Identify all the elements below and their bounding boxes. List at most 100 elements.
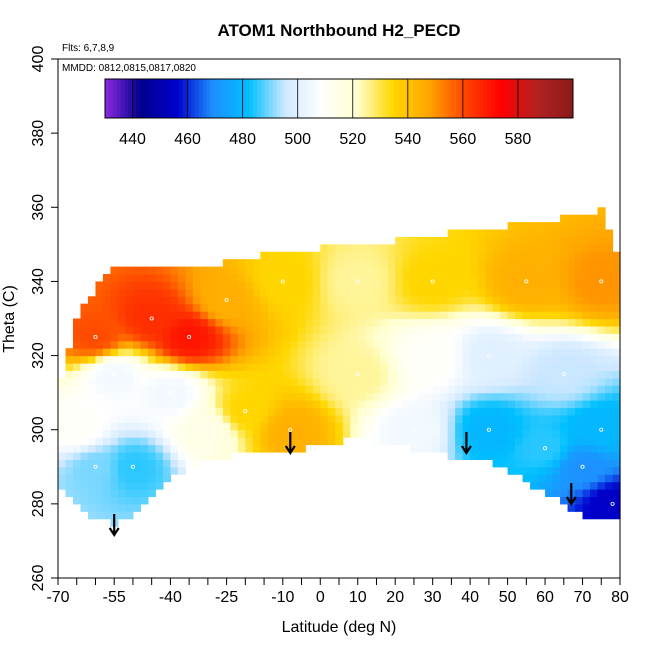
heatmap-cell	[95, 437, 104, 446]
heatmap-cell	[147, 400, 157, 409]
colorbar-swatch	[553, 79, 558, 118]
heatmap-cell	[357, 311, 366, 320]
heatmap-cell	[515, 333, 524, 342]
heatmap-cell	[560, 407, 569, 416]
heatmap-cell	[485, 325, 494, 334]
colorbar-swatch	[112, 79, 118, 118]
heatmap-cell	[177, 348, 186, 357]
colorbar-swatch	[381, 79, 387, 118]
heatmap-cell	[537, 377, 546, 386]
heatmap-cell	[380, 259, 389, 268]
heatmap-cell	[342, 400, 351, 409]
heatmap-cell	[395, 311, 404, 320]
heatmap-cell	[252, 325, 261, 334]
heatmap-cell	[222, 437, 231, 446]
heatmap-cell	[320, 266, 329, 275]
heatmap-cell	[590, 251, 599, 260]
heatmap-cell	[95, 362, 104, 371]
heatmap-cell	[192, 296, 201, 305]
heatmap-cell	[80, 318, 89, 327]
heatmap-cell	[350, 400, 359, 409]
heatmap-cell	[170, 392, 179, 401]
heatmap-cell	[590, 318, 599, 327]
heatmap-cell	[455, 400, 464, 409]
heatmap-cell	[200, 340, 209, 349]
heatmap-cell	[312, 340, 321, 349]
heatmap-cell	[162, 333, 171, 342]
heatmap-cell	[485, 340, 494, 349]
heatmap-cell	[177, 370, 186, 379]
heatmap-cell	[597, 362, 606, 371]
heatmap-cell	[537, 281, 546, 290]
heatmap-cell	[342, 251, 351, 260]
heatmap-cell	[132, 481, 142, 490]
heatmap-cell	[492, 244, 501, 253]
heatmap-cell	[65, 437, 74, 446]
x-tick-label: 10	[349, 589, 367, 606]
heatmap-cell	[530, 229, 539, 238]
heatmap-cell	[162, 437, 171, 446]
heatmap-cell	[260, 348, 269, 357]
heatmap-cell	[500, 244, 509, 253]
heatmap-cell	[597, 377, 606, 386]
heatmap-cell	[530, 340, 539, 349]
colorbar-swatch	[128, 79, 133, 118]
heatmap-cell	[590, 392, 599, 401]
heatmap-cell	[297, 362, 306, 371]
heatmap-cell	[612, 266, 621, 275]
heatmap-cell	[80, 348, 89, 357]
heatmap-cell	[297, 444, 306, 453]
heatmap-cell	[515, 414, 524, 423]
heatmap-cell	[260, 370, 269, 379]
heatmap-cell	[537, 407, 546, 416]
heatmap-cell	[522, 414, 531, 423]
heatmap-cell	[58, 400, 67, 409]
colorbar-swatch	[284, 79, 289, 118]
heatmap-cell	[507, 222, 516, 231]
heatmap-cell	[522, 236, 531, 245]
heatmap-cell	[252, 296, 261, 305]
heatmap-cell	[200, 437, 209, 446]
heatmap-cell	[522, 400, 531, 409]
heatmap-cell	[192, 385, 201, 394]
heatmap-cell	[320, 362, 329, 371]
heatmap-cell	[252, 348, 261, 357]
heatmap-cell	[605, 422, 614, 431]
heatmap-cell	[125, 266, 134, 275]
heatmap-cell	[590, 400, 599, 409]
heatmap-cell	[275, 311, 284, 320]
heatmap-cell	[125, 281, 134, 290]
heatmap-cell	[132, 340, 142, 349]
heatmap-cell	[552, 451, 561, 460]
heatmap-cell	[132, 377, 142, 386]
colorbar-swatch	[327, 79, 332, 118]
sample-point	[280, 279, 285, 284]
heatmap-cell	[147, 266, 157, 275]
heatmap-cell	[132, 266, 142, 275]
heatmap-cell	[455, 377, 464, 386]
heatmap-cell	[500, 355, 509, 364]
heatmap-cell	[432, 325, 441, 334]
heatmap-cell	[297, 340, 306, 349]
heatmap-cell	[560, 489, 569, 498]
heatmap-cell	[417, 429, 426, 438]
heatmap-cell	[597, 422, 606, 431]
heatmap-cell	[530, 288, 539, 297]
heatmap-cell	[155, 444, 164, 453]
heatmap-cell	[537, 466, 546, 475]
heatmap-cell	[612, 311, 621, 320]
heatmap-cell	[110, 503, 119, 512]
heatmap-cell	[605, 281, 614, 290]
heatmap-cell	[245, 400, 254, 409]
heatmap-cell	[515, 222, 524, 231]
heatmap-cell	[372, 392, 381, 401]
heatmap-cell	[470, 251, 479, 260]
heatmap-cell	[470, 355, 479, 364]
heatmap-cell	[350, 325, 359, 334]
heatmap-cell	[455, 229, 464, 238]
heatmap-cell	[575, 414, 584, 423]
heatmap-cell	[215, 377, 224, 386]
heatmap-cell	[275, 414, 284, 423]
heatmap-cell	[597, 296, 606, 305]
colorbar-swatch	[171, 79, 176, 118]
